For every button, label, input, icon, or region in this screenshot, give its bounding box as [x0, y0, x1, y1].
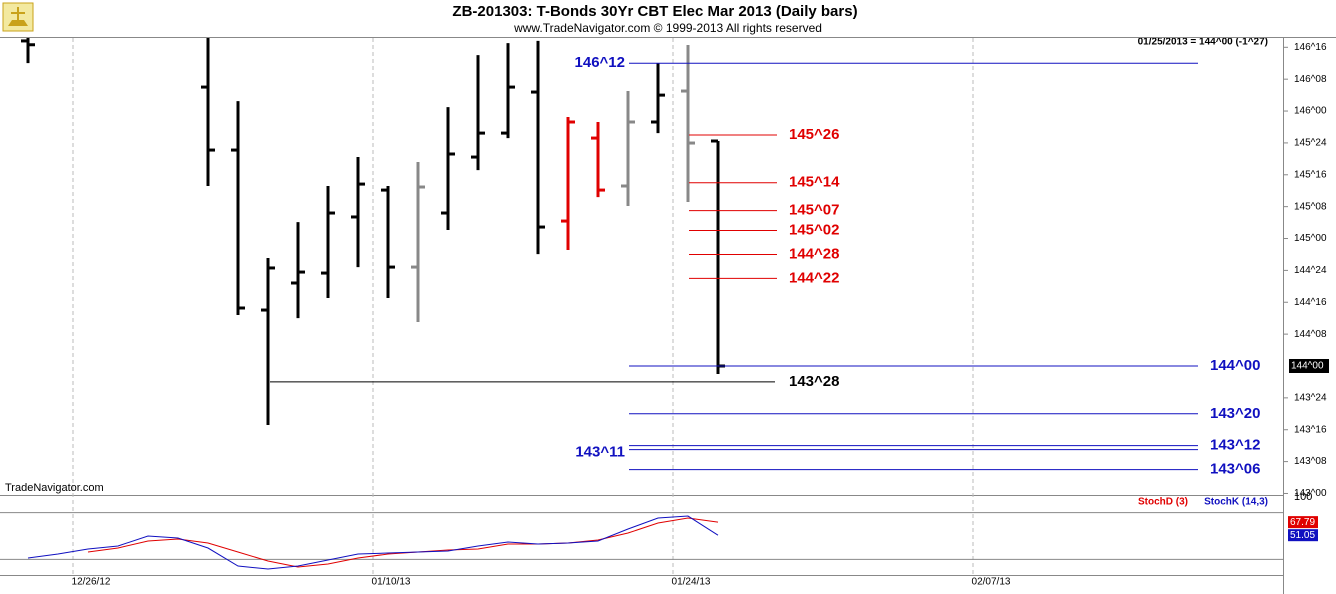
value-box	[1288, 516, 1318, 529]
level-label: 146^12	[575, 54, 625, 71]
level-label: 144^00	[1210, 357, 1260, 374]
value-label: 67.79	[1290, 517, 1315, 528]
logo	[2, 2, 34, 32]
value-label: 51.05	[1290, 530, 1315, 541]
y-tick-label: 146^00	[1294, 106, 1327, 117]
level-label: 143^11	[575, 444, 625, 461]
brand: TradeNavigator.com	[5, 482, 104, 494]
level-label: 145^14	[789, 174, 840, 191]
y-tick-label: 145^08	[1294, 201, 1327, 212]
level-label: 145^02	[789, 222, 839, 239]
last-price-box	[1289, 358, 1329, 373]
legend-entry: StochK (14,3)	[1204, 497, 1268, 508]
y-tick-label: 146^08	[1294, 74, 1327, 85]
grid	[72, 38, 974, 575]
level-label: 143^28	[789, 373, 839, 390]
stoch-line	[27, 515, 719, 570]
quote: 01/25/2013 = 144^00 (-1^27)	[1138, 37, 1268, 48]
level-label: 143^20	[1210, 405, 1260, 422]
overlay: 12/26/12 01/10/13 01/24/13 02/07/13 146^16 14…	[0, 42, 1329, 588]
level-label: 145^26	[789, 126, 839, 143]
y-tick-label: 143^16	[1294, 424, 1327, 435]
y-tick-label: 145^24	[1294, 138, 1327, 149]
y-tick-label: 143^08	[1294, 456, 1327, 467]
value-box	[1288, 529, 1318, 542]
legend-entry: StochD (3)	[1138, 497, 1188, 508]
y-tick-label: 143^00	[1294, 488, 1327, 499]
price-pane	[21, 38, 725, 426]
y-tick-label: 144^08	[1294, 329, 1327, 340]
y-tick-label: 143^24	[1294, 393, 1327, 404]
y-tick-label: 145^16	[1294, 169, 1327, 180]
chart-title: ZB-201303: T-Bonds 30Yr CBT Elec Mar 201…	[452, 3, 857, 20]
x-tick-label: 01/24/13	[672, 577, 711, 588]
y-tick-label: 100	[1294, 491, 1312, 503]
level-label: 145^07	[789, 202, 839, 219]
level-label: 143^12	[1210, 437, 1260, 454]
x-tick-label: 02/07/13	[972, 577, 1011, 588]
y-tick-label: 145^00	[1294, 233, 1327, 244]
last-price-label: 144^00	[1291, 361, 1324, 372]
y-tick-label: 144^24	[1294, 265, 1327, 276]
stoch-line	[87, 517, 719, 568]
level-label: 144^22	[789, 269, 839, 286]
x-tick-label: 01/10/13	[372, 577, 411, 588]
subtitle: www.TradeNavigator.com © 1999-2013 All r…	[513, 21, 822, 35]
y-tick-label: 146^16	[1294, 42, 1327, 53]
level-label: 143^06	[1210, 461, 1260, 478]
y-tick-label: 144^16	[1294, 297, 1327, 308]
level-label: 144^28	[789, 245, 839, 262]
x-tick-label: 12/26/12	[72, 577, 111, 588]
